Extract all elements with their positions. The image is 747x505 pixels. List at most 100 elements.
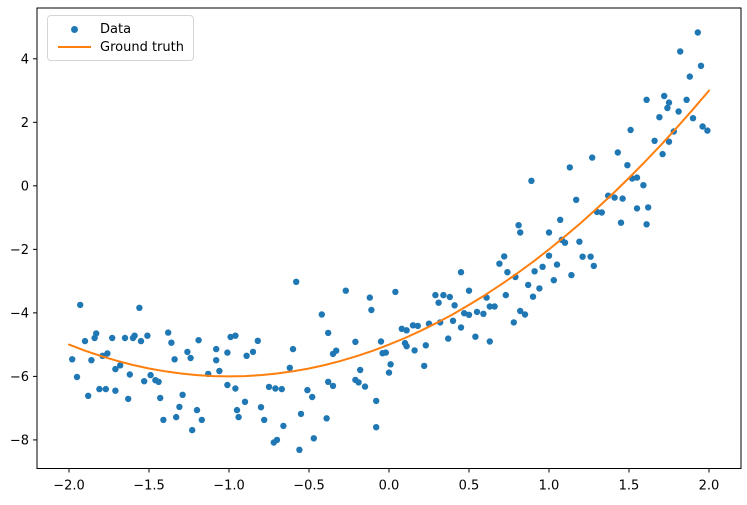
data-point: [617, 219, 625, 226]
x-tick-label: 1.5: [619, 479, 640, 494]
data-point: [235, 413, 242, 421]
data-point: [699, 123, 706, 130]
data-point: [611, 194, 618, 201]
data-point: [173, 413, 180, 421]
ground-truth-line: [68, 89, 710, 378]
data-point: [665, 99, 673, 106]
data-point: [265, 383, 273, 391]
data-point: [683, 96, 690, 104]
data-point: [73, 373, 81, 381]
data-point: [144, 332, 151, 339]
data-point: [309, 393, 316, 401]
data-point: [515, 222, 522, 229]
data-point: [117, 362, 124, 369]
data-point: [414, 322, 421, 330]
data-point: [694, 29, 701, 36]
legend-item-ground-truth: Ground truth: [54, 38, 185, 56]
data-point: [465, 287, 473, 294]
data-point: [659, 150, 666, 158]
data-point: [227, 333, 234, 341]
data-point: [486, 338, 493, 345]
data-point: [125, 395, 132, 403]
data-point: [366, 294, 373, 301]
data-point: [273, 436, 281, 444]
data-point: [665, 138, 673, 145]
data-point: [704, 127, 711, 134]
data-point: [297, 410, 305, 418]
data-point: [131, 332, 138, 339]
data-point: [411, 347, 418, 354]
data-point: [241, 398, 249, 405]
data-point: [254, 337, 261, 344]
data-point: [109, 334, 116, 342]
data-point: [403, 327, 410, 334]
data-point: [243, 352, 250, 359]
data-point: [539, 263, 546, 270]
data-point: [550, 277, 557, 284]
data-point: [155, 378, 162, 385]
data-point: [102, 385, 110, 393]
data-point: [216, 367, 223, 375]
data-point: [387, 361, 394, 368]
data-point: [510, 319, 517, 326]
data-point: [184, 348, 191, 356]
data-point: [318, 311, 325, 318]
data-point: [325, 378, 332, 385]
data-point: [352, 338, 359, 345]
data-point: [224, 349, 231, 356]
data-point: [385, 369, 393, 376]
data-point: [465, 311, 473, 318]
data-point: [451, 302, 458, 309]
data-point: [651, 137, 658, 144]
data-point: [325, 329, 332, 337]
data-point: [147, 371, 154, 379]
data-point: [233, 406, 241, 414]
data-point: [521, 311, 529, 318]
data-point: [81, 337, 89, 345]
data-point: [664, 104, 671, 112]
data-point: [619, 195, 626, 202]
data-point: [224, 381, 231, 389]
data-point: [598, 209, 605, 216]
data-point: [293, 278, 300, 285]
data-point: [566, 164, 573, 171]
data-point: [529, 293, 537, 300]
data-point: [121, 334, 129, 342]
x-tick-label: −1.5: [133, 479, 165, 494]
data-point: [361, 383, 369, 390]
data-point: [232, 385, 239, 392]
data-point: [289, 345, 297, 353]
data-point: [249, 348, 257, 356]
data-point: [528, 177, 535, 184]
data-point: [545, 229, 553, 236]
data-point: [633, 205, 641, 212]
data-point: [502, 291, 509, 299]
data-point: [675, 108, 682, 115]
data-point: [160, 416, 167, 424]
data-point: [525, 281, 532, 289]
data-point: [517, 307, 524, 315]
x-tick-label: −0.5: [293, 479, 325, 494]
x-tick-label: 2.0: [699, 479, 720, 494]
data-point: [141, 378, 148, 385]
data-point: [614, 149, 621, 156]
data-point: [643, 221, 650, 228]
data-point: [392, 288, 399, 296]
y-tick-label: 0: [21, 179, 29, 194]
data-point: [576, 238, 583, 245]
data-point: [480, 310, 487, 317]
data-point: [179, 391, 186, 398]
legend-data-dot-icon: [70, 25, 78, 33]
data-point: [409, 322, 417, 329]
data-point: [440, 291, 447, 299]
data-point: [296, 446, 303, 453]
data-point: [686, 73, 693, 80]
data-point: [355, 379, 362, 386]
data-point: [261, 416, 268, 424]
data-point: [373, 424, 380, 431]
data-point: [640, 182, 647, 189]
data-point: [689, 115, 697, 122]
x-tick-label: −2.0: [53, 479, 85, 494]
data-point: [187, 354, 194, 362]
